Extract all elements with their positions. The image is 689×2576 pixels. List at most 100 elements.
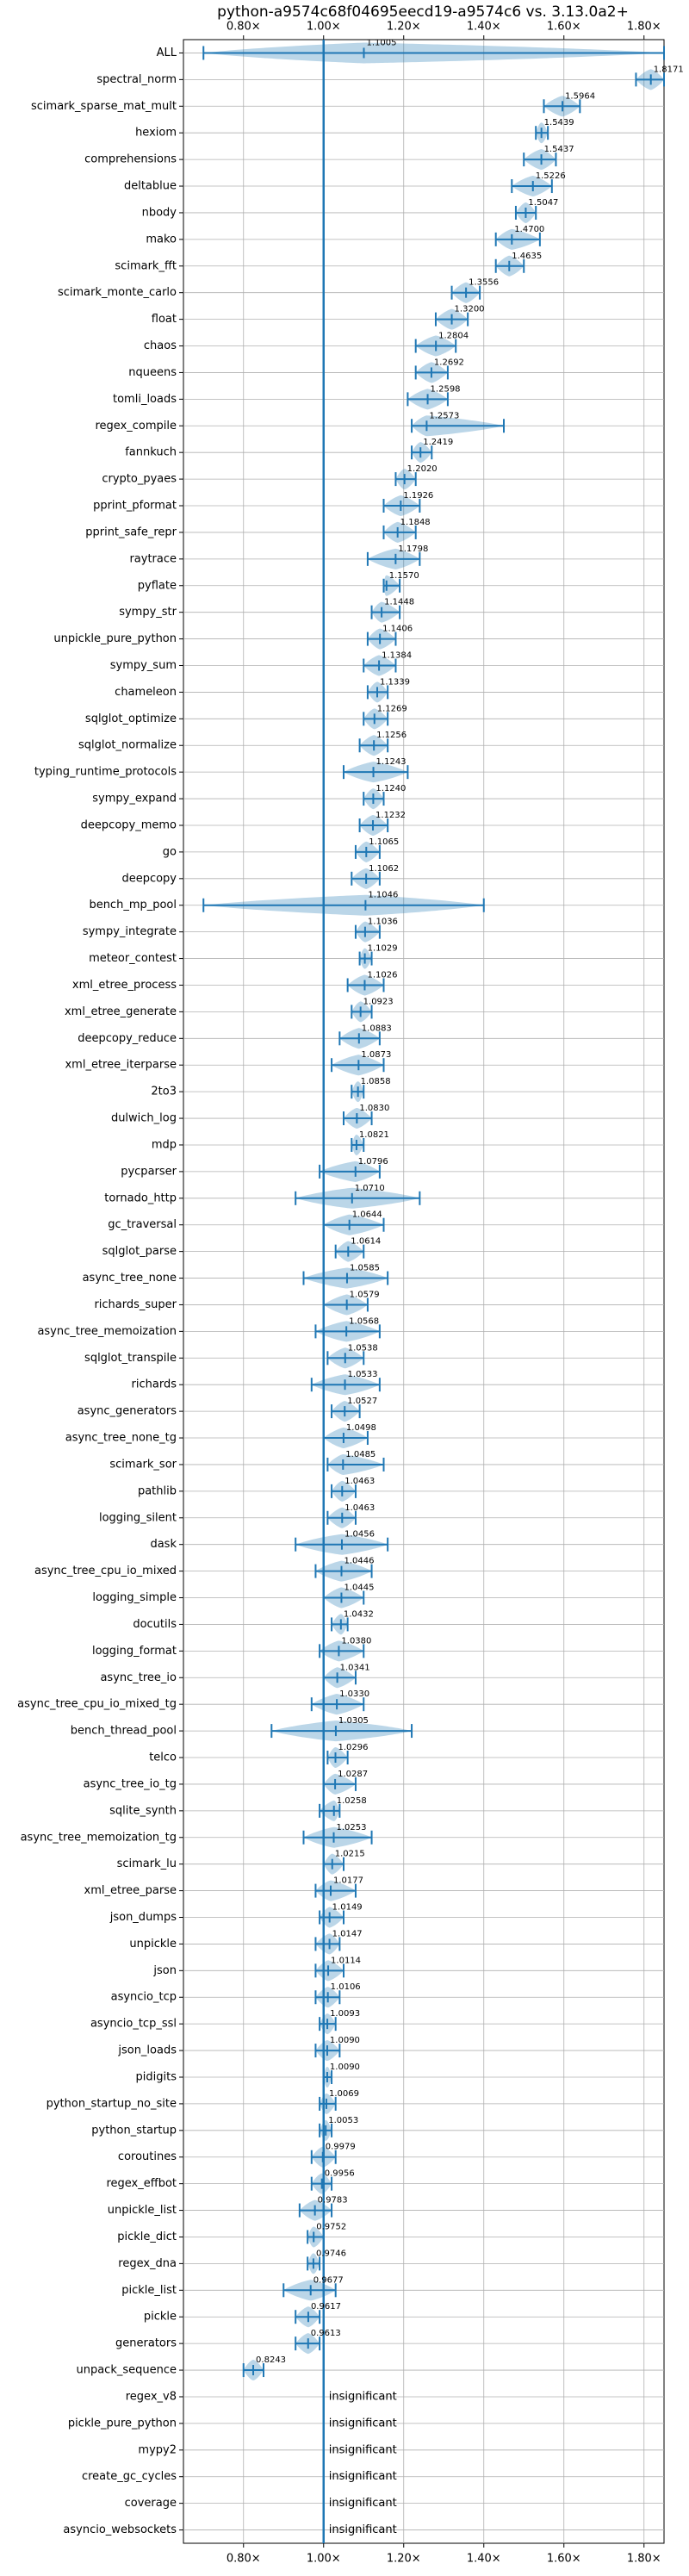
y-tick-label: async_tree_memoization <box>37 1325 177 1338</box>
y-tick-label: gc_traversal <box>108 1218 177 1231</box>
value-label: 1.1036 <box>368 918 398 927</box>
value-label: 1.0485 <box>345 1450 376 1459</box>
value-label: 1.1926 <box>403 491 433 501</box>
value-label: 1.0093 <box>330 2009 360 2019</box>
value-label: insignificant <box>329 2470 397 2483</box>
value-label: 1.0090 <box>330 2036 360 2045</box>
value-label: 1.0258 <box>337 1796 367 1806</box>
value-label: 1.0821 <box>359 1130 389 1140</box>
value-label: 1.0069 <box>329 2089 359 2099</box>
y-tick-label: sqlglot_parse <box>102 1245 177 1258</box>
value-label: 1.2573 <box>429 411 459 420</box>
y-tick-label: typing_runtime_protocols <box>34 766 177 779</box>
y-tick-label: mdp <box>152 1138 177 1151</box>
y-tick-label: nbody <box>142 206 177 219</box>
value-label: 1.0527 <box>347 1397 377 1406</box>
y-tick-label: async_tree_none_tg <box>65 1432 177 1445</box>
value-label: 1.2419 <box>423 438 453 447</box>
value-label: 1.0873 <box>361 1050 391 1060</box>
y-tick-label: python_startup_no_site <box>47 2097 177 2110</box>
value-label: 1.0296 <box>338 1743 369 1752</box>
y-tick-label: comprehensions <box>84 153 177 166</box>
y-tick-label: spectral_norm <box>96 73 177 86</box>
y-tick-label: fannkuch <box>125 446 177 459</box>
y-tick-label: pickle_list <box>121 2284 177 2297</box>
y-tick-label: pathlib <box>138 1484 177 1497</box>
y-tick-label: mypy2 <box>138 2443 177 2456</box>
y-tick-label: chameleon <box>115 686 177 699</box>
y-tick-label: async_tree_memoization_tg <box>21 1831 177 1844</box>
y-tick-label: async_tree_cpu_io_mixed_tg <box>17 1698 177 1711</box>
y-tick-label: telco <box>149 1752 177 1764</box>
value-label: 1.1029 <box>368 944 398 954</box>
y-tick-label: tornado_http <box>104 1192 177 1204</box>
y-tick-label: sqlglot_optimize <box>85 712 177 725</box>
y-tick-label: deepcopy <box>121 872 177 885</box>
y-tick-label: sympy_str <box>119 606 177 619</box>
y-tick-label: bench_mp_pool <box>89 899 177 912</box>
x-tick-label: 1.40× <box>467 21 501 34</box>
y-tick-label: pickle_dict <box>117 2231 177 2243</box>
value-label: 1.1570 <box>389 571 419 581</box>
y-tick-label: scimark_monte_carlo <box>58 286 177 299</box>
value-label: 1.0796 <box>358 1157 388 1167</box>
x-tick-label: 1.00× <box>307 21 341 34</box>
value-label: 0.9617 <box>311 2302 341 2312</box>
y-tick-label: unpack_sequence <box>76 2364 177 2377</box>
value-label: 1.1240 <box>376 784 406 793</box>
value-label: 1.1256 <box>376 731 407 740</box>
value-label: 1.0710 <box>355 1184 385 1193</box>
chart-title: python-a9574c68f04695eecd19-a9574c6 vs. … <box>217 3 629 21</box>
x-tick-label: 1.20× <box>387 2553 421 2566</box>
y-tick-label: pickle <box>144 2311 177 2324</box>
y-tick-label: meteor_contest <box>89 952 177 965</box>
value-label: 1.0533 <box>348 1370 378 1379</box>
y-tick-label: dask <box>150 1538 177 1551</box>
y-tick-label: sqlite_synth <box>109 1804 177 1817</box>
y-tick-label: scimark_lu <box>117 1857 177 1870</box>
y-tick-label: pprint_pformat <box>93 500 177 513</box>
value-label: 1.1448 <box>384 598 414 607</box>
value-label: 1.0858 <box>361 1077 391 1086</box>
y-tick-label: asyncio_tcp_ssl <box>90 2018 177 2031</box>
value-label: insignificant <box>329 2443 397 2456</box>
y-tick-label: sympy_expand <box>92 793 177 806</box>
y-tick-label: regex_v8 <box>126 2390 177 2403</box>
y-tick-label: sqlglot_transpile <box>84 1352 177 1365</box>
y-tick-label: python_startup <box>91 2124 177 2137</box>
value-label: 1.2598 <box>431 384 461 394</box>
value-label: 1.0215 <box>335 1850 365 1859</box>
y-tick-label: xml_etree_iterparse <box>65 1059 177 1072</box>
value-label: 1.0287 <box>338 1770 368 1779</box>
x-tick-label: 1.60× <box>547 2553 581 2566</box>
value-label: 1.0579 <box>350 1290 380 1299</box>
y-tick-label: coroutines <box>118 2150 177 2163</box>
y-tick-label: logging_format <box>92 1645 177 1658</box>
y-tick-label: xml_etree_process <box>72 979 177 992</box>
value-label: 1.0883 <box>362 1024 392 1033</box>
y-tick-label: sympy_integrate <box>83 925 177 938</box>
value-label: 1.0090 <box>330 2063 360 2072</box>
y-tick-label: nqueens <box>128 366 177 379</box>
y-tick-label: regex_dna <box>118 2257 177 2270</box>
value-label: 1.3556 <box>469 278 499 288</box>
y-tick-label: deepcopy_reduce <box>78 1032 177 1045</box>
y-tick-label: regex_effbot <box>106 2177 177 2190</box>
x-tick-label: 0.80× <box>227 2553 261 2566</box>
x-tick-label: 1.80× <box>627 21 661 34</box>
value-label: 1.0305 <box>338 1716 369 1726</box>
value-label: 0.9752 <box>316 2222 346 2231</box>
value-label: 1.5439 <box>544 118 574 128</box>
y-tick-label: pickle_pure_python <box>68 2417 177 2430</box>
y-tick-label: async_tree_io_tg <box>84 1777 177 1790</box>
value-label: 1.0149 <box>332 1903 363 1913</box>
y-tick-label: sympy_sum <box>110 659 177 672</box>
value-label: 1.5437 <box>544 145 574 154</box>
value-label: 1.0585 <box>350 1264 380 1273</box>
y-tick-label: raytrace <box>129 552 177 565</box>
value-label: 1.1384 <box>382 651 412 661</box>
value-label: 1.8171 <box>654 65 684 74</box>
value-label: 1.0830 <box>359 1104 389 1113</box>
x-tick-label: 1.00× <box>307 2553 341 2566</box>
value-label: 1.3200 <box>455 305 485 314</box>
